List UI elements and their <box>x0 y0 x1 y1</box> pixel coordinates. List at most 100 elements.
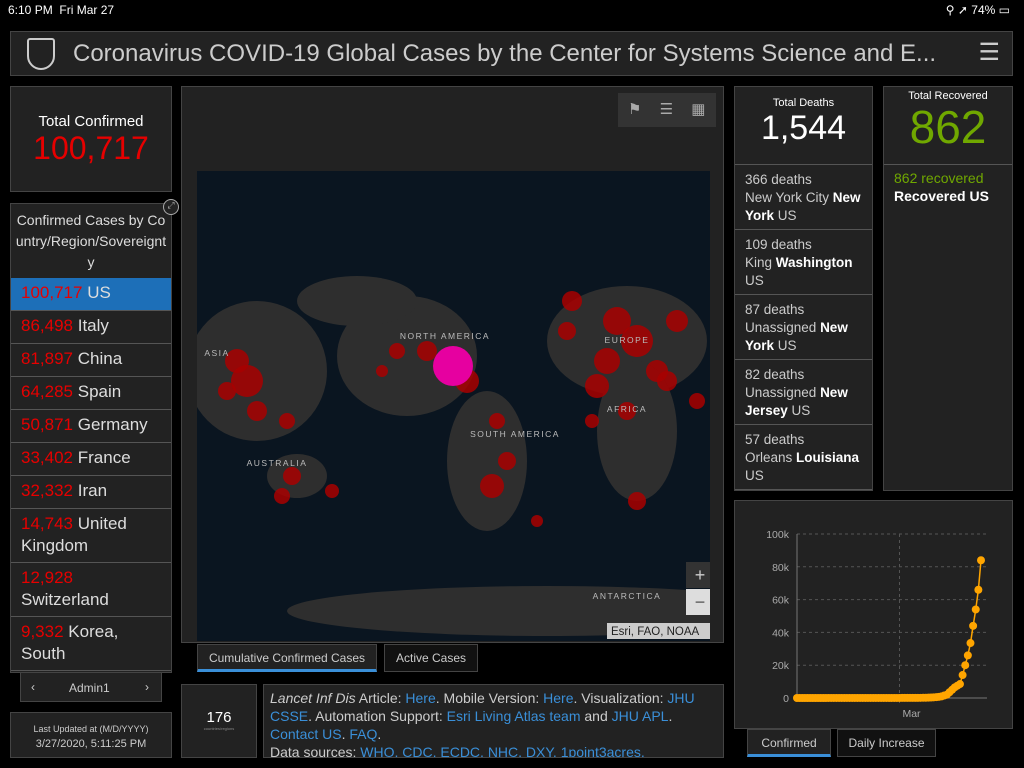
country-list-item[interactable]: 100,717 US <box>11 278 171 311</box>
death-country: US <box>745 273 764 288</box>
case-bubble <box>585 374 609 398</box>
death-count: 57 deaths <box>745 432 805 447</box>
country-count: 33,402 <box>21 448 73 467</box>
total-confirmed-value: 100,717 <box>33 130 149 166</box>
country-count: 100,717 <box>21 283 83 302</box>
legend-list-icon[interactable]: ☰ <box>659 101 674 118</box>
tab-cumulative-confirmed[interactable]: Cumulative Confirmed Cases <box>197 644 377 672</box>
country-list-title: Confirmed Cases by Country/Region/Sovere… <box>15 212 167 270</box>
zoom-in-icon: + <box>695 565 706 585</box>
landmass <box>297 276 417 326</box>
case-bubble <box>498 452 516 470</box>
country-list-item[interactable]: 14,743 United Kingdom <box>11 509 171 563</box>
info-text: . Automation Support: <box>308 708 447 724</box>
next-icon[interactable]: › <box>145 680 149 694</box>
y-tick-label: 100k <box>766 529 790 541</box>
data-point <box>969 621 978 630</box>
total-recovered-panel[interactable]: Total Recovered 862 862 recovered Recove… <box>883 86 1013 491</box>
death-location: Orleans <box>745 450 797 465</box>
country-name: United Kingdom <box>21 514 127 555</box>
country-name: Germany <box>77 415 148 434</box>
info-panel: Lancet Inf Dis Article: Here. Mobile Ver… <box>263 684 724 758</box>
confirmed-chart[interactable]: 0 20k 40k 60k 80k 100k Mar <box>735 501 1014 730</box>
hamburger-icon[interactable]: ☰ <box>978 39 1000 66</box>
case-bubble <box>218 382 236 400</box>
death-country: US <box>745 468 764 483</box>
total-recovered-label: Total Recovered <box>908 90 988 102</box>
info-text: . Mobile Version: <box>435 690 544 706</box>
country-list[interactable]: Confirmed Cases by Country/Region/Sovere… <box>10 203 172 673</box>
total-deaths-value: 1,544 <box>760 109 847 147</box>
case-bubble <box>657 371 677 391</box>
case-bubble <box>621 325 653 357</box>
mobile-link[interactable]: Here <box>543 690 574 706</box>
page-title: Coronavirus COVID-19 Global Cases by the… <box>73 40 937 67</box>
selected-bubble-us <box>433 346 473 386</box>
info-text: and <box>580 708 612 724</box>
bookmark-icon[interactable]: ⚑ <box>628 101 642 118</box>
country-name: Iran <box>77 481 108 500</box>
expand-icon[interactable]: ⤢ <box>163 199 179 215</box>
jhu-apl-link[interactable]: JHU APL <box>611 708 669 724</box>
case-bubble <box>489 413 505 429</box>
country-list-item[interactable]: 64,285 Spain <box>11 377 171 410</box>
info-text: . Visualization: <box>573 690 668 706</box>
world-map[interactable]: NORTH AMERICA SOUTH AMERICA EUROPE AFRICA AS… <box>197 171 710 641</box>
country-count: 9,332 <box>21 622 64 641</box>
tab-daily-increase[interactable]: Daily Increase <box>837 729 936 757</box>
death-count: 87 deaths <box>745 302 805 317</box>
country-list-item[interactable]: 81,897 China <box>11 344 171 377</box>
death-location: King <box>745 255 776 270</box>
country-list-item[interactable]: 32,332 Iran <box>11 476 171 509</box>
country-count: 12,928 <box>21 568 73 587</box>
last-updated-value: 3/27/2020, 5:11:25 PM <box>35 738 147 750</box>
contact-link[interactable]: Contact US <box>270 726 342 742</box>
landmass <box>287 586 710 636</box>
zoom-in-button[interactable] <box>686 562 710 588</box>
country-count: 64,285 <box>21 382 73 401</box>
jhu-csse-link[interactable]: JHU CSSE <box>270 690 695 724</box>
basemap-gallery-icon[interactable]: ▦ <box>691 101 706 118</box>
case-bubble <box>325 484 339 498</box>
case-bubble <box>628 492 646 510</box>
death-list-item[interactable]: 82 deaths Unassigned New Jersey US <box>735 360 872 425</box>
death-list-item[interactable]: 57 deaths Orleans Louisiana US <box>735 425 872 490</box>
country-list-item[interactable]: 12,928 Switzerland <box>11 563 171 617</box>
data-point <box>971 605 980 614</box>
tab-confirmed[interactable]: Confirmed <box>747 729 831 757</box>
country-list-item[interactable]: 9,332 Korea, South <box>11 617 171 671</box>
data-point <box>977 556 985 565</box>
faq-link[interactable]: FAQ <box>349 726 378 742</box>
countries-count-panel: 176 countries/regions <box>181 684 257 758</box>
data-point <box>963 651 972 660</box>
case-bubble <box>247 401 267 421</box>
death-list-item[interactable]: 366 deaths New York City New York US <box>735 165 872 230</box>
data-point <box>966 639 975 648</box>
death-state: Washington <box>775 255 853 270</box>
total-deaths-panel[interactable]: Total Deaths 1,544 366 deaths New York Ci… <box>734 86 873 491</box>
landmass <box>597 361 677 501</box>
prev-icon[interactable]: ‹ <box>31 680 35 694</box>
country-name: Italy <box>77 316 109 335</box>
country-list-item[interactable]: 50,871 Germany <box>11 410 171 443</box>
total-deaths-label: Total Deaths <box>772 97 835 109</box>
case-bubble <box>562 291 582 311</box>
death-list-item[interactable]: 109 deaths King Washington US <box>735 230 872 295</box>
pager-label: Admin1 <box>69 681 110 695</box>
case-bubble <box>480 474 504 498</box>
lancet-link[interactable]: Here <box>405 690 436 706</box>
case-bubble <box>225 349 249 373</box>
death-state: New York <box>745 320 848 353</box>
recovered-count: 862 recovered <box>894 170 984 186</box>
sources-link[interactable]: WHO, CDC, ECDC, NHC, DXY, 1point3acres, <box>360 744 645 758</box>
status-battery: ⚲ ➚ 74% ▭ <box>945 3 1010 17</box>
map-label: AFRICA <box>607 404 647 414</box>
tab-active-cases[interactable]: Active Cases <box>384 644 478 672</box>
esri-link[interactable]: Esri Living Atlas team <box>446 708 581 724</box>
country-list-item[interactable]: 86,498 Italy <box>11 311 171 344</box>
jhu-shield-logo <box>27 38 55 70</box>
zoom-out-button[interactable] <box>686 589 710 615</box>
death-list-item[interactable]: 87 deaths Unassigned New York US <box>735 295 872 360</box>
country-list-item[interactable]: 33,402 France <box>11 443 171 476</box>
countries-count-label: countries/regions <box>203 726 235 731</box>
